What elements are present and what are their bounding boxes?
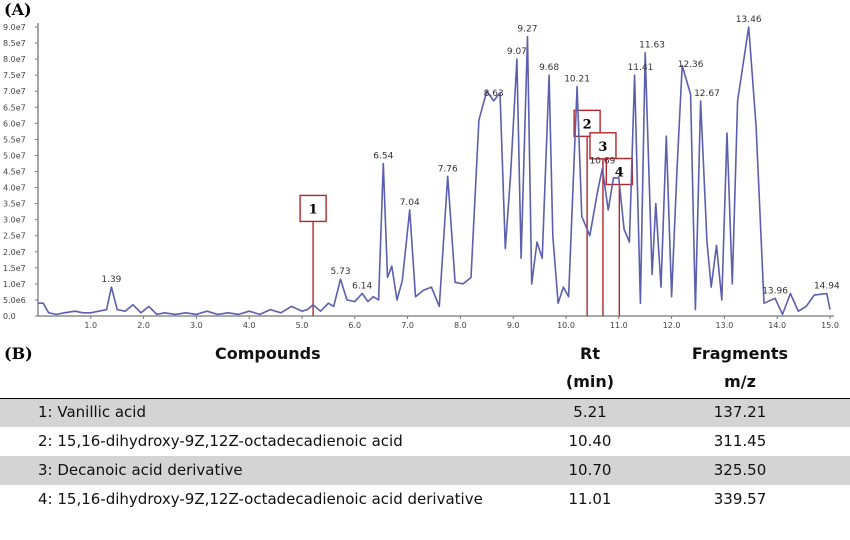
y-tick-label: 4.0e7 [3, 184, 26, 193]
table-row: 4: 15,16-dihydroxy-9Z,12Z-octadecadienoi… [0, 485, 850, 535]
x-tick-label: 10.0 [557, 321, 575, 330]
peak-label: 10.69 [590, 156, 616, 166]
marker-number: 3 [598, 140, 607, 155]
compound-name: 1: Vanillic acid [38, 403, 146, 421]
y-tick-label: 8.0e7 [3, 55, 26, 64]
y-tick-label: 5.5e7 [3, 135, 26, 144]
peak-label: 11.63 [639, 41, 665, 51]
y-tick-label: 7.0e7 [3, 87, 26, 96]
compound-markers: 1 234 [299, 109, 634, 316]
x-tick-label: 15.0 [821, 321, 839, 330]
compound-fragment: 339.57 [713, 490, 767, 508]
marker-box [589, 132, 617, 160]
panel-a-label: (A) [4, 0, 32, 19]
table-header-row: Compounds Rt (min) Fragments m/z [0, 342, 850, 398]
x-tick-label: 1.0 [84, 321, 97, 330]
compound-table: Compounds Rt (min) Fragments m/z 1: Vani… [0, 342, 850, 535]
table-row: 2: 15,16-dihydroxy-9Z,12Z-octadecadienoi… [0, 427, 850, 456]
y-tick-label: 2.0e7 [3, 248, 26, 257]
y-tick-label: 1.5e7 [3, 264, 26, 273]
peak-label: 9.68 [539, 63, 559, 73]
compound-marker-1: 1 [299, 194, 327, 316]
y-tick-label: 7.5e7 [3, 71, 26, 80]
y-tick-label: 6.0e7 [3, 119, 26, 128]
compound-fragment: 137.21 [713, 403, 767, 421]
peak-label: 13.96 [762, 286, 788, 296]
x-tick-label: 7.0 [401, 321, 414, 330]
header-fragments-unit: m/z [724, 372, 756, 391]
header-fragments: Fragments [691, 344, 789, 363]
x-tick-label: 4.0 [243, 321, 256, 330]
y-tick-label: 5.0e6 [3, 296, 26, 305]
y-tick-label: 3.5e7 [3, 200, 26, 209]
y-tick-label: 9.0e7 [3, 23, 26, 32]
marker-number: 2 [583, 117, 592, 132]
y-tick-label: 6.5e7 [3, 103, 26, 112]
peak-label: 13.46 [736, 15, 762, 25]
y-tick-label: 4.5e7 [3, 168, 26, 177]
peak-label: 7.76 [438, 164, 458, 174]
marker-number: 4 [615, 166, 624, 181]
peak-label: 6.54 [373, 151, 393, 161]
y-tick-label: 3.0e7 [3, 216, 26, 225]
chromatogram-figure: (A) 0.0 5.0e6 1.0e7 1.5e7 2.0e7 2.5e7 3.0e7 3.5… [3, 0, 840, 330]
peak-label: 5.73 [331, 267, 351, 277]
peak-label: 12.36 [678, 60, 704, 70]
peak-label: 14.94 [814, 282, 840, 292]
header-compounds: Compounds [215, 344, 321, 363]
x-tick-labels: 1.0 2.0 3.0 4.0 5.0 6.0 7.0 8.0 9.0 10.0 11.0 12.0 1… [84, 316, 839, 330]
compound-name: 3: Decanoic acid derivative [38, 461, 243, 479]
marker-number: 1 [309, 202, 318, 217]
compound-name: 4: 15,16-dihydroxy-9Z,12Z-octadecadienoi… [38, 490, 483, 508]
header-rt-unit: (min) [565, 372, 615, 391]
peak-label: 8.63 [484, 89, 504, 99]
compound-fragment: 325.50 [713, 461, 767, 479]
peak-label: 9.27 [517, 25, 537, 35]
x-tick-label: 12.0 [663, 321, 681, 330]
panel-b-label-svg: (B) [4, 344, 33, 363]
panel-b-label: (B) [4, 344, 33, 363]
table-row: 1: Vanillic acid 5.21 137.21 [0, 398, 850, 427]
compound-rt: 5.21 [573, 403, 607, 421]
x-tick-label: 9.0 [507, 321, 520, 330]
x-tick-label: 13.0 [715, 321, 733, 330]
x-tick-label: 6.0 [348, 321, 361, 330]
table-rule [0, 398, 850, 399]
table-row: 3: Decanoic acid derivative 10.70 325.50 [0, 456, 850, 485]
y-tick-label: 1.0e7 [3, 280, 26, 289]
x-tick-label: 11.0 [610, 321, 628, 330]
peak-label: 12.67 [694, 89, 720, 99]
header-rt: Rt [580, 344, 600, 363]
chromatogram-plot: 0.0 5.0e6 1.0e7 1.5e7 2.0e7 2.5e7 3.0e7 3.5e7 4.… [3, 15, 840, 330]
x-tick-label: 8.0 [454, 321, 467, 330]
compound-marker-3: 3 [589, 132, 617, 316]
y-tick-label: 2.5e7 [3, 232, 26, 241]
compound-rt: 11.01 [568, 490, 612, 508]
x-tick-label: 2.0 [137, 321, 150, 330]
peak-label: 9.07 [507, 47, 527, 57]
y-tick-label: 0.0 [3, 312, 16, 321]
peak-label: 11.41 [628, 63, 654, 73]
x-tick-label: 5.0 [296, 321, 309, 330]
y-tick-labels: 0.0 5.0e6 1.0e7 1.5e7 2.0e7 2.5e7 3.0e7 3.5e7 4.… [3, 23, 38, 321]
compound-fragment: 311.45 [713, 432, 767, 450]
peak-label: 1.39 [101, 275, 121, 285]
peak-labels: 1.39 5.736.14 6.54 7.04 7.76 8.63 9.07 9.27 9.68… [101, 15, 840, 296]
compound-name: 2: 15,16-dihydroxy-9Z,12Z-octadecadienoi… [38, 432, 403, 450]
peak-label: 6.14 [352, 282, 372, 292]
chromatogram-trace [38, 26, 831, 316]
y-tick-label: 8.5e7 [3, 39, 26, 48]
compound-rt: 10.40 [568, 432, 612, 450]
x-tick-label: 14.0 [768, 321, 786, 330]
peak-label: 10.21 [564, 74, 590, 84]
marker-box [299, 194, 327, 223]
compound-rt: 10.70 [568, 461, 612, 479]
x-tick-label: 3.0 [190, 321, 203, 330]
peak-label: 7.04 [400, 198, 420, 208]
y-tick-label: 5.0e7 [3, 151, 26, 160]
